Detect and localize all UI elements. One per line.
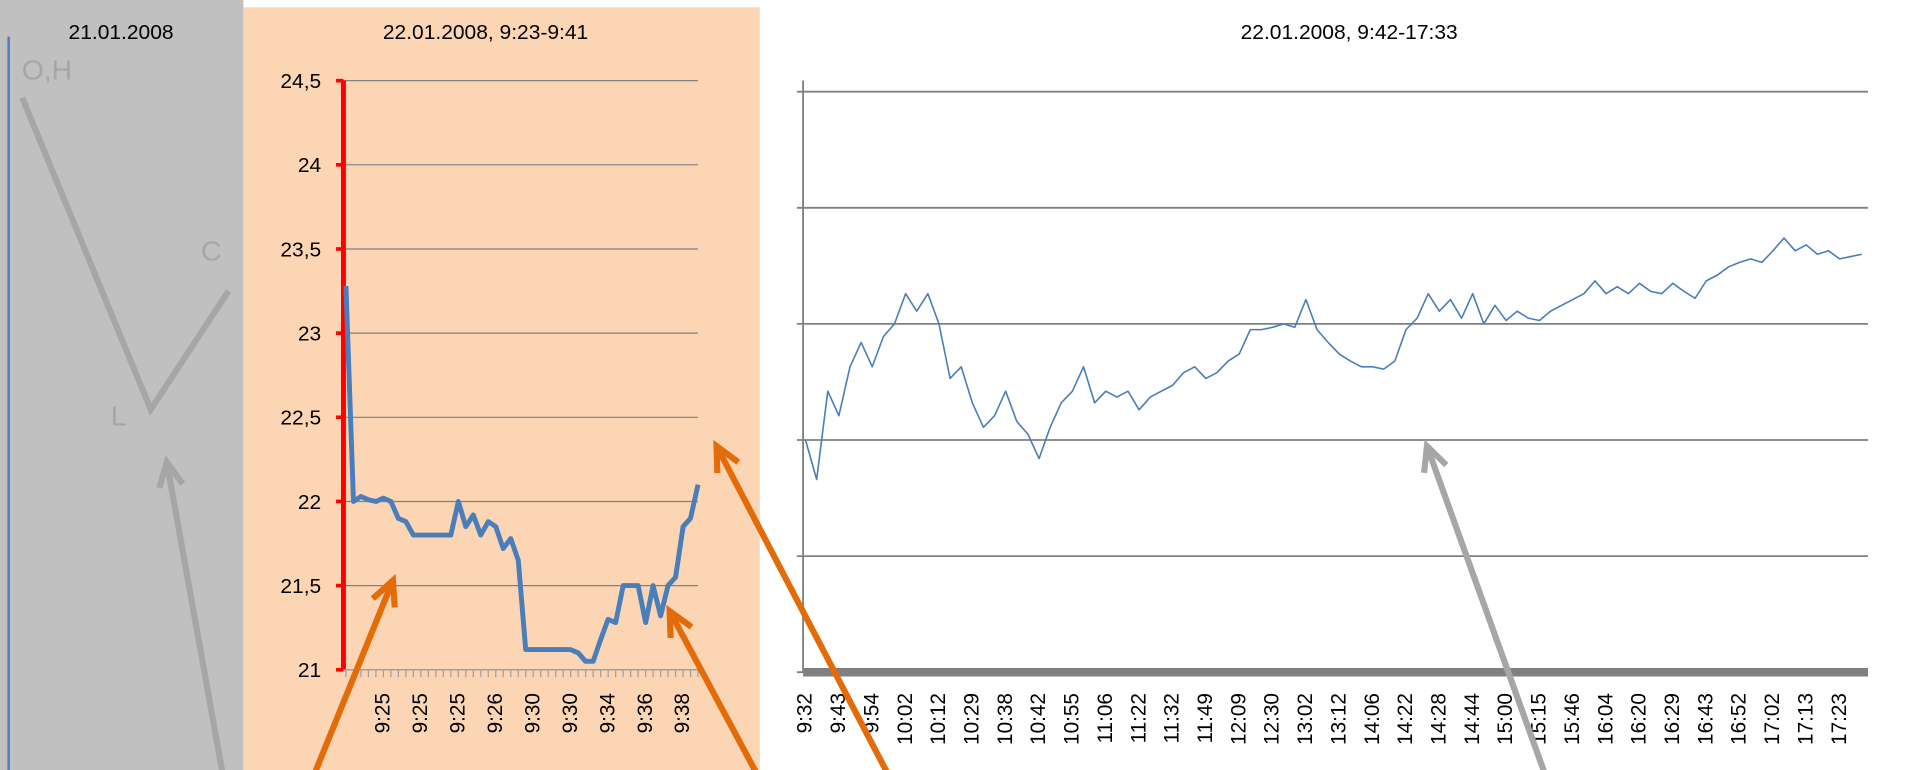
data-line bbox=[343, 285, 701, 664]
arrow-head bbox=[713, 439, 741, 474]
x-tick-label: 14:44 bbox=[1461, 693, 1484, 745]
x-tick-label: 10:12 bbox=[927, 693, 950, 745]
chart-title: 21.01.2008 bbox=[69, 21, 174, 44]
x-tick-label: 9:43 bbox=[827, 693, 850, 733]
x-tick-label: 13:02 bbox=[1294, 693, 1317, 745]
orange-panel bbox=[243, 7, 760, 770]
x-tick-label: 9:25 bbox=[409, 693, 432, 733]
arrow bbox=[713, 444, 890, 770]
arrows bbox=[156, 439, 1547, 770]
y-tick-label: 22 bbox=[298, 491, 321, 514]
x-tick-label: 16:04 bbox=[1594, 693, 1617, 745]
y-tick-label: 24 bbox=[298, 154, 321, 177]
x-tick-label: 9:54 bbox=[860, 693, 883, 733]
arrow bbox=[163, 461, 226, 770]
x-tick-label: 13:12 bbox=[1327, 693, 1350, 745]
x-tick-label: 11:32 bbox=[1161, 693, 1184, 743]
x-tick-label: 14:28 bbox=[1427, 693, 1450, 745]
arrow-head bbox=[156, 455, 186, 489]
x-tick-label: 9:36 bbox=[634, 693, 657, 733]
x-tick-label: 15:15 bbox=[1527, 693, 1550, 745]
x-tick-label: 11:22 bbox=[1127, 693, 1150, 743]
y-tick-label: 21 bbox=[298, 659, 321, 682]
y-tick-label: 21,5 bbox=[280, 575, 321, 598]
x-tick-label: 16:43 bbox=[1694, 693, 1717, 745]
arrow bbox=[1424, 445, 1547, 770]
chart-title: 22.01.2008, 9:42-17:33 bbox=[1241, 21, 1458, 44]
gray-panel bbox=[0, 0, 244, 770]
x-tick-label: 9:34 bbox=[596, 693, 619, 733]
annotation: O,H bbox=[22, 54, 73, 86]
x-tick-label: 10:38 bbox=[994, 693, 1017, 745]
y-tick-label: 23 bbox=[298, 323, 321, 346]
x-tick-label: 11:06 bbox=[1094, 693, 1117, 743]
y-tick-label: 22,5 bbox=[280, 407, 321, 430]
arrow-head bbox=[666, 604, 694, 639]
x-tick-label: 9:30 bbox=[521, 693, 544, 733]
x-tick-label: 9:32 bbox=[794, 693, 817, 733]
arrow bbox=[312, 579, 396, 770]
y-tick-label: 24,5 bbox=[280, 70, 321, 93]
annotation: C bbox=[201, 234, 222, 266]
chart-title: 22.01.2008, 9:23-9:41 bbox=[383, 21, 588, 44]
x-tick-label: 9:26 bbox=[484, 693, 507, 733]
x-tick-label: 14:22 bbox=[1394, 693, 1417, 745]
x-tick-label: 12:09 bbox=[1227, 693, 1250, 745]
arrow-head bbox=[370, 574, 398, 608]
x-tick-label: 15:46 bbox=[1561, 693, 1584, 745]
x-tick-label: 9:30 bbox=[559, 693, 582, 733]
x-tick-label: 16:20 bbox=[1628, 693, 1651, 745]
x-tick-label: 17:13 bbox=[1794, 693, 1817, 745]
x-tick-label: 14:06 bbox=[1361, 693, 1384, 745]
x-tick-label: 16:29 bbox=[1661, 693, 1684, 745]
y-tick-label: 23,5 bbox=[280, 238, 321, 261]
arrow-head bbox=[1420, 439, 1449, 474]
x-tick-label: 9:25 bbox=[446, 693, 469, 733]
x-tick-label: 16:52 bbox=[1728, 693, 1751, 745]
x-tick-label: 9:25 bbox=[371, 693, 394, 733]
x-tick-label: 10:29 bbox=[960, 693, 983, 745]
sketch-line bbox=[19, 96, 232, 417]
x-tick-label: 9:38 bbox=[671, 693, 694, 733]
x-tick-label: 11:49 bbox=[1194, 693, 1217, 743]
x-tick-label: 10:02 bbox=[894, 693, 917, 745]
x-tick-label: 12:30 bbox=[1261, 693, 1284, 745]
data-line bbox=[804, 237, 1863, 481]
x-tick-label: 17:02 bbox=[1761, 693, 1784, 745]
x-tick-label: 10:42 bbox=[1027, 693, 1050, 745]
x-tick-label: 17:23 bbox=[1828, 693, 1851, 745]
x-tick-label: 15:00 bbox=[1494, 693, 1517, 745]
annotation: L bbox=[111, 399, 127, 431]
x-tick-label: 10:55 bbox=[1060, 693, 1083, 745]
arrow bbox=[666, 609, 759, 770]
